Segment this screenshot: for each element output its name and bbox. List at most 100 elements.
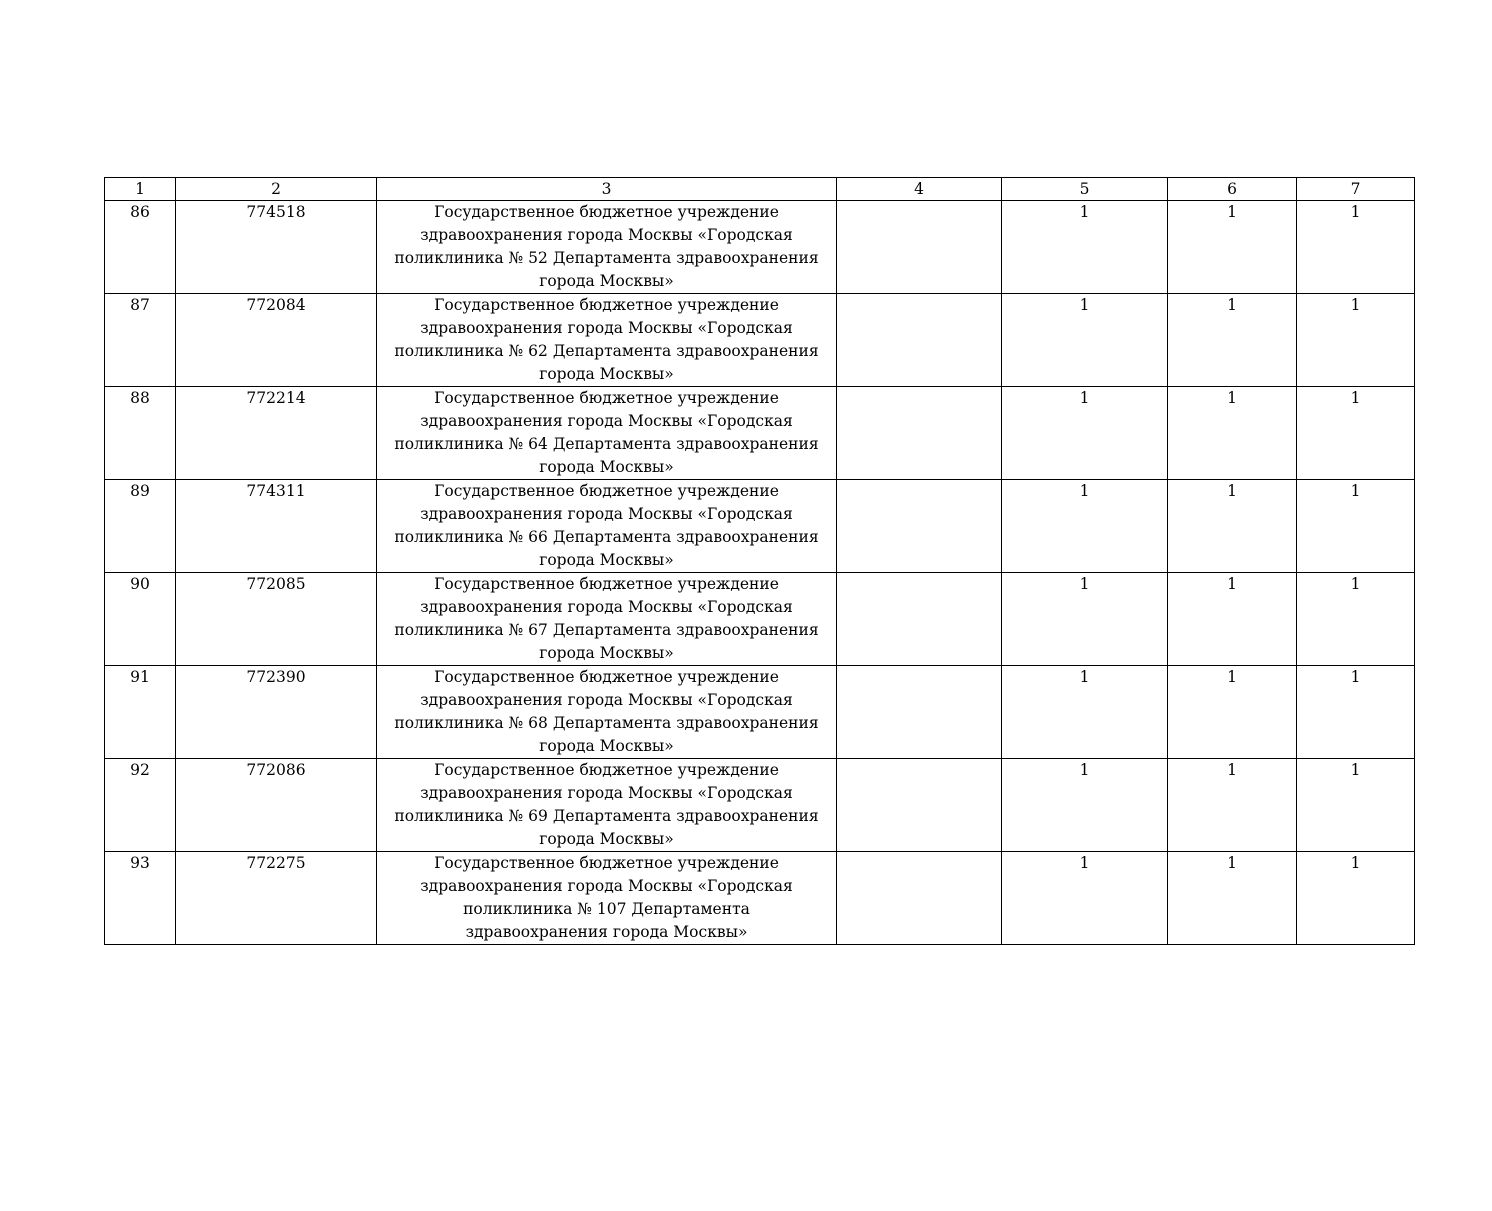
institution-name-cell: Государственное бюджетное учреждение здра… — [376, 200, 837, 294]
col-5-cell: 1 — [1001, 479, 1168, 573]
col-6-cell: 1 — [1167, 200, 1297, 294]
table-row: 91 772390 Государственное бюджетное учрежд… — [104, 665, 1415, 759]
institution-name-line: поликлиника № 107 Департамента — [463, 900, 750, 918]
institution-name-line: Государственное бюджетное учреждение — [434, 296, 779, 314]
institution-name-cell: Государственное бюджетное учреждение здра… — [376, 758, 837, 852]
institution-name-line: города Москвы» — [539, 365, 674, 383]
code-cell: 772275 — [175, 851, 377, 945]
institution-name-cell: Государственное бюджетное учреждение здра… — [376, 665, 837, 759]
institution-name-line: поликлиника № 68 Департамента здравоохра… — [394, 714, 819, 732]
row-number-cell: 86 — [104, 200, 176, 294]
col-4-cell — [836, 851, 1002, 945]
col-6-cell: 1 — [1167, 851, 1297, 945]
header-col-1: 1 — [104, 177, 176, 201]
col-4-cell — [836, 572, 1002, 666]
institution-name-line: города Москвы» — [539, 830, 674, 848]
table-body: 86 774518 Государственное бюджетное учрежд… — [104, 200, 1415, 945]
col-6-cell: 1 — [1167, 479, 1297, 573]
col-6-cell: 1 — [1167, 758, 1297, 852]
institution-name-line: здравоохранения города Москвы «Городская — [420, 784, 793, 802]
institution-name-line: города Москвы» — [539, 272, 674, 290]
institution-name-line: поликлиника № 66 Департамента здравоохра… — [394, 528, 819, 546]
institution-name-line: здравоохранения города Москвы» — [465, 923, 748, 941]
col-4-cell — [836, 293, 1002, 387]
col-7-cell: 1 — [1296, 665, 1415, 759]
row-number-cell: 91 — [104, 665, 176, 759]
table-row: 93 772275 Государственное бюджетное учрежд… — [104, 851, 1415, 945]
row-number-cell: 93 — [104, 851, 176, 945]
table-row: 89 774311 Государственное бюджетное учрежд… — [104, 479, 1415, 573]
institution-name-line: города Москвы» — [539, 644, 674, 662]
col-4-cell — [836, 386, 1002, 480]
col-5-cell: 1 — [1001, 293, 1168, 387]
institution-name-line: поликлиника № 64 Департамента здравоохра… — [394, 435, 819, 453]
row-number-cell: 87 — [104, 293, 176, 387]
institution-name-line: города Москвы» — [539, 458, 674, 476]
col-4-cell — [836, 200, 1002, 294]
header-col-5: 5 — [1001, 177, 1168, 201]
col-7-cell: 1 — [1296, 572, 1415, 666]
institution-name-line: здравоохранения города Москвы «Городская — [420, 877, 793, 895]
institution-name-line: поликлиника № 67 Департамента здравоохра… — [394, 621, 819, 639]
institution-name-cell: Государственное бюджетное учреждение здра… — [376, 572, 837, 666]
code-cell: 772085 — [175, 572, 377, 666]
header-col-2: 2 — [175, 177, 377, 201]
col-6-cell: 1 — [1167, 572, 1297, 666]
code-cell: 772390 — [175, 665, 377, 759]
row-number-cell: 92 — [104, 758, 176, 852]
institution-name-line: Государственное бюджетное учреждение — [434, 575, 779, 593]
col-5-cell: 1 — [1001, 200, 1168, 294]
institution-name-line: здравоохранения города Москвы «Городская — [420, 505, 793, 523]
col-5-cell: 1 — [1001, 665, 1168, 759]
table-row: 90 772085 Государственное бюджетное учрежд… — [104, 572, 1415, 666]
institution-name-line: Государственное бюджетное учреждение — [434, 203, 779, 221]
code-cell: 772086 — [175, 758, 377, 852]
col-4-cell — [836, 665, 1002, 759]
institution-name-cell: Государственное бюджетное учреждение здра… — [376, 386, 837, 480]
col-7-cell: 1 — [1296, 758, 1415, 852]
col-6-cell: 1 — [1167, 386, 1297, 480]
institution-name-line: Государственное бюджетное учреждение — [434, 668, 779, 686]
institution-name-cell: Государственное бюджетное учреждение здра… — [376, 851, 837, 945]
col-6-cell: 1 — [1167, 293, 1297, 387]
row-number-cell: 88 — [104, 386, 176, 480]
institution-name-line: Государственное бюджетное учреждение — [434, 761, 779, 779]
table-row: 88 772214 Государственное бюджетное учрежд… — [104, 386, 1415, 480]
institution-name-line: здравоохранения города Москвы «Городская — [420, 412, 793, 430]
institution-name-line: поликлиника № 69 Департамента здравоохра… — [394, 807, 819, 825]
institution-name-line: здравоохранения города Москвы «Городская — [420, 226, 793, 244]
table-row: 86 774518 Государственное бюджетное учрежд… — [104, 200, 1415, 294]
col-5-cell: 1 — [1001, 851, 1168, 945]
institution-name-line: города Москвы» — [539, 737, 674, 755]
clinics-table: 1 2 3 4 5 6 7 86 774518 Государственное бю… — [104, 177, 1415, 945]
institution-name-cell: Государственное бюджетное учреждение здра… — [376, 479, 837, 573]
institution-name-line: здравоохранения города Москвы «Городская — [420, 598, 793, 616]
row-number-cell: 89 — [104, 479, 176, 573]
col-7-cell: 1 — [1296, 479, 1415, 573]
institution-name-line: поликлиника № 62 Департамента здравоохра… — [394, 342, 819, 360]
code-cell: 772084 — [175, 293, 377, 387]
header-row: 1 2 3 4 5 6 7 — [104, 177, 1415, 201]
institution-name-cell: Государственное бюджетное учреждение здра… — [376, 293, 837, 387]
col-5-cell: 1 — [1001, 386, 1168, 480]
row-number-cell: 90 — [104, 572, 176, 666]
code-cell: 774518 — [175, 200, 377, 294]
header-col-3: 3 — [376, 177, 837, 201]
table-row: 92 772086 Государственное бюджетное учрежд… — [104, 758, 1415, 852]
header-col-6: 6 — [1167, 177, 1297, 201]
col-7-cell: 1 — [1296, 293, 1415, 387]
col-4-cell — [836, 758, 1002, 852]
col-7-cell: 1 — [1296, 200, 1415, 294]
institution-name-line: здравоохранения города Москвы «Городская — [420, 319, 793, 337]
code-cell: 772214 — [175, 386, 377, 480]
col-5-cell: 1 — [1001, 572, 1168, 666]
table-row: 87 772084 Государственное бюджетное учрежд… — [104, 293, 1415, 387]
header-col-4: 4 — [836, 177, 1002, 201]
col-7-cell: 1 — [1296, 386, 1415, 480]
header-col-7: 7 — [1296, 177, 1415, 201]
institution-name-line: Государственное бюджетное учреждение — [434, 482, 779, 500]
institution-name-line: Государственное бюджетное учреждение — [434, 389, 779, 407]
code-cell: 774311 — [175, 479, 377, 573]
institution-name-line: здравоохранения города Москвы «Городская — [420, 691, 793, 709]
col-6-cell: 1 — [1167, 665, 1297, 759]
